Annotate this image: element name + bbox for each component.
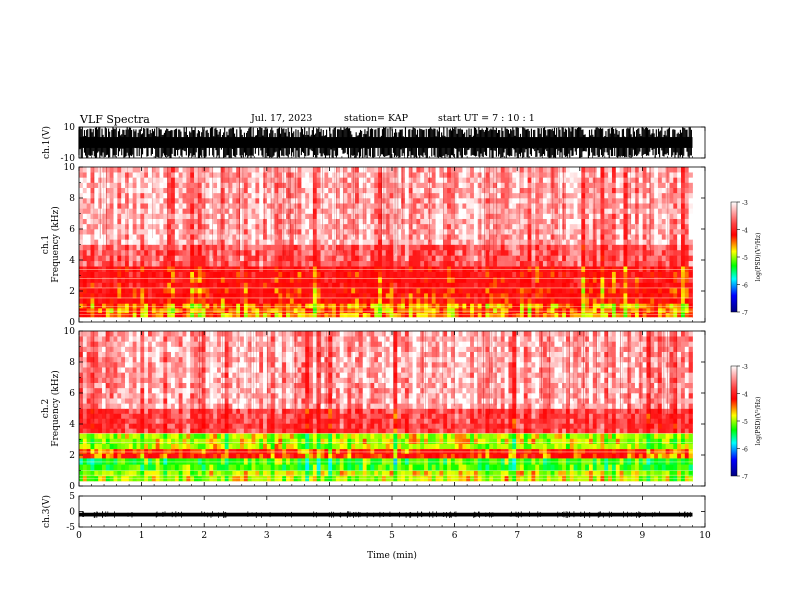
x-axis-label: Time (min) [367, 550, 417, 561]
ch2-spectrogram-y-tick-label: 0 [69, 482, 75, 492]
ch1-waveform-trace [78, 127, 693, 158]
ch1-spectrogram-colorbar-tick-label: -5 [742, 255, 748, 262]
x-tick-label: 6 [452, 531, 458, 541]
ch2-spectrogram-y-tick-label: 2 [69, 451, 75, 461]
ch2-spectrogram-colorbar-label: log(PSD)(V²/Hz) [755, 397, 762, 446]
ch3-waveform-ylabel: ch.3(V) [41, 495, 52, 528]
ch3-waveform-y-tick-label: 5 [69, 492, 75, 502]
x-tick-label: 7 [514, 531, 520, 541]
x-tick-label: 5 [389, 531, 395, 541]
ch1-spectrogram-y-tick-label: 4 [69, 256, 75, 266]
ch1-spectrogram-y-tick-label: 2 [69, 287, 75, 297]
ch2-spectrogram-colorbar [730, 365, 738, 477]
ch1-spectrogram-colorbar-tick-label: -3 [742, 200, 748, 207]
ch2-spectrogram-colorbar-tick-label: -7 [742, 474, 748, 481]
ch2-spectrogram-colorbar-tick-label: -6 [742, 447, 748, 454]
ch3-waveform-trace [78, 511, 693, 518]
ch3-waveform-y-tick-label: -5 [66, 523, 75, 533]
x-tick-label: 10 [699, 531, 711, 541]
date-label: Jul. 17, 2023 [251, 113, 313, 124]
ch1-spectrogram-y-tick-label: 0 [69, 318, 75, 328]
ch1-spectrogram-colorbar-tick-label: -6 [742, 283, 748, 290]
ch2-spectrogram-colorbar-tick-label: -3 [742, 364, 748, 371]
ch1-spectrogram-y-tick-label: 10 [64, 163, 76, 173]
x-tick-label: 8 [577, 531, 583, 541]
ch2-spectrogram-y-tick-label: 4 [69, 420, 75, 430]
ch3-waveform-y-tick-label: 0 [69, 508, 75, 518]
start-time-label: start UT = 7 : 10 : 1 [438, 113, 535, 124]
x-tick-label: 0 [76, 531, 82, 541]
ch1-spectrogram-ylabel: ch.1Frequency (kHz) [41, 206, 61, 283]
ch2-spectrogram-colorbar-tick-label: -4 [742, 392, 748, 399]
ch1-spectrogram-image [79, 167, 693, 318]
x-tick-label: 1 [139, 531, 145, 541]
ch1-spectrogram-y-tick-label: 8 [69, 194, 75, 204]
ch2-spectrogram-y-tick-label: 8 [69, 358, 75, 368]
ch1-waveform-y-tick-label: -10 [61, 154, 76, 164]
ch1-spectrogram-colorbar-label: log(PSD)(V²/Hz) [755, 233, 762, 282]
ch1-spectrogram-colorbar-tick-label: -4 [742, 228, 748, 235]
station-label: station= KAP [344, 113, 408, 124]
ch2-spectrogram-y-tick-label: 6 [69, 389, 75, 399]
ch1-waveform-y-tick-label: 10 [64, 123, 76, 133]
ch1-spectrogram-colorbar [730, 201, 738, 313]
ch2-spectrogram-colorbar-tick-label: -5 [742, 419, 748, 426]
ch3-waveform-frame [78, 495, 706, 528]
x-tick-label: 2 [201, 531, 207, 541]
ch2-spectrogram-ylabel: ch.2Frequency (kHz) [41, 370, 61, 447]
ch1-spectrogram-y-tick-label: 6 [69, 225, 75, 235]
ch1-spectrogram-colorbar-tick-label: -7 [742, 310, 748, 317]
chart-title: VLF Spectra [80, 113, 150, 126]
ch2-spectrogram-image [79, 331, 693, 482]
x-tick-label: 9 [640, 531, 646, 541]
ch2-spectrogram-y-tick-label: 10 [64, 327, 76, 337]
ch1-waveform-ylabel: ch.1(V) [41, 126, 52, 159]
x-tick-label: 4 [327, 531, 333, 541]
x-tick-label: 3 [264, 531, 270, 541]
